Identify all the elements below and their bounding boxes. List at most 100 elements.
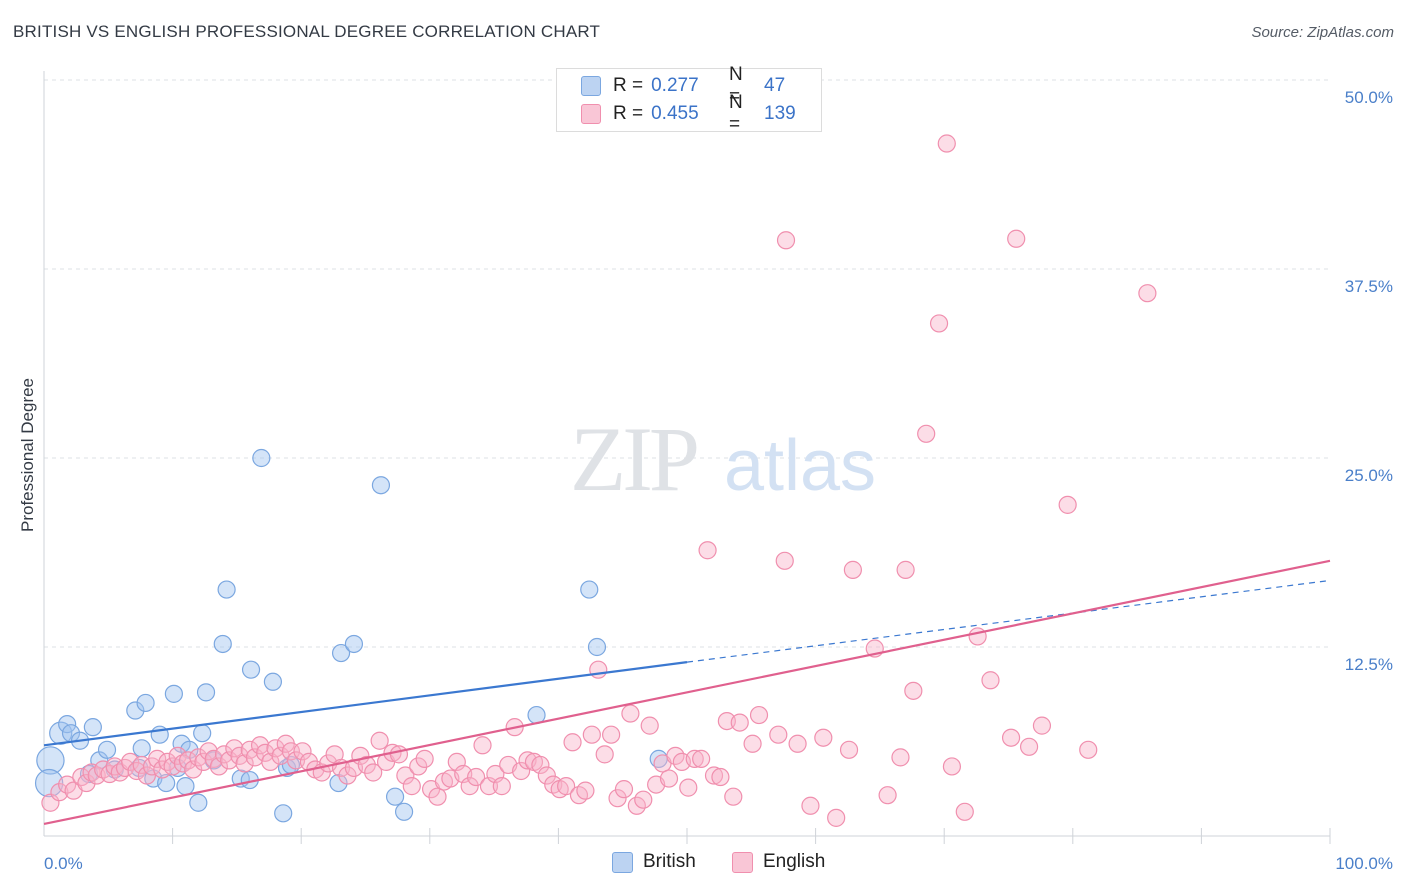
point-english: [178, 751, 198, 770]
point-british: [193, 724, 212, 743]
point-british: [213, 634, 232, 654]
axes: [43, 71, 1331, 844]
point-british: [274, 804, 293, 823]
point-english: [595, 745, 614, 764]
point-english: [929, 314, 949, 333]
point-english: [531, 755, 550, 775]
legend-swatch-british: [581, 76, 601, 96]
y-tick-label: 25.0%: [1345, 466, 1393, 485]
point-english: [685, 749, 704, 768]
point-english: [563, 733, 582, 752]
point-english: [878, 786, 897, 805]
point-english: [293, 742, 312, 761]
point-english: [256, 743, 275, 762]
point-english: [415, 749, 434, 768]
point-british: [164, 684, 183, 703]
point-english: [621, 704, 640, 723]
legend-r-label: R =: [613, 103, 644, 124]
point-english: [724, 787, 743, 806]
point-english: [460, 777, 479, 796]
point-english: [827, 808, 846, 827]
legend-r-value: 0.277: [651, 75, 699, 96]
point-english: [235, 754, 254, 773]
point-english: [692, 749, 711, 768]
series-swatch-english: [732, 851, 753, 873]
point-british: [394, 802, 414, 821]
point-english: [1007, 229, 1026, 248]
point-english: [749, 705, 769, 725]
point-english: [576, 781, 595, 800]
point-english: [589, 660, 608, 679]
point-english: [602, 725, 621, 744]
point-english: [614, 780, 634, 799]
y-tick-label: 12.5%: [1345, 655, 1393, 674]
point-english: [942, 757, 962, 776]
point-british: [241, 660, 261, 679]
point-english: [904, 681, 923, 700]
point-british: [252, 448, 271, 468]
series-swatch-british: [612, 851, 633, 873]
point-british: [97, 740, 117, 759]
point-english: [582, 725, 601, 744]
point-english: [704, 766, 724, 785]
point-english: [769, 725, 788, 744]
y-tick-labels: 50.0% 37.5% 25.0% 12.5%: [1345, 88, 1393, 674]
point-english: [209, 757, 228, 776]
legend-n-value: 47: [764, 75, 786, 96]
point-british: [58, 715, 77, 734]
point-british: [385, 787, 405, 806]
point-british: [36, 746, 65, 775]
point-english: [788, 734, 807, 753]
y-tick-label: 50.0%: [1345, 88, 1393, 107]
watermark-zip: ZIP: [570, 408, 697, 510]
point-english: [409, 757, 428, 776]
point-english: [557, 777, 576, 796]
series-legend-english[interactable]: English: [732, 851, 825, 873]
x-tick-labels: 0.0% 100.0%: [44, 854, 1393, 873]
point-english: [955, 802, 974, 821]
point-british: [217, 580, 236, 599]
y-tick-label: 37.5%: [1345, 277, 1393, 296]
point-english: [1138, 284, 1157, 303]
point-english: [220, 751, 239, 770]
point-english: [634, 790, 653, 809]
x-tick-label: 0.0%: [44, 854, 83, 873]
point-english: [937, 134, 956, 153]
point-british: [34, 768, 64, 798]
point-british: [176, 777, 195, 796]
point-english: [698, 541, 717, 560]
point-british: [189, 793, 208, 812]
point-english: [184, 760, 203, 779]
point-english: [814, 728, 833, 747]
point-english: [1032, 716, 1052, 735]
point-english: [537, 766, 556, 785]
point-english: [137, 766, 156, 785]
x-tick-label: 100.0%: [1335, 854, 1393, 873]
point-british: [331, 643, 351, 663]
point-english: [679, 778, 698, 797]
point-english: [396, 766, 415, 785]
point-english: [743, 734, 762, 753]
point-english: [839, 740, 859, 759]
point-british: [132, 739, 151, 758]
point-english: [492, 777, 511, 796]
point-english: [1079, 740, 1098, 759]
point-english: [357, 755, 376, 775]
point-english: [370, 731, 389, 750]
point-english: [402, 777, 421, 796]
point-english: [82, 763, 101, 782]
point-english: [730, 713, 749, 732]
point-english: [843, 560, 862, 579]
point-english: [917, 424, 936, 443]
series-legend: British English: [0, 851, 1406, 879]
legend-n-label: N =: [729, 64, 743, 107]
trend-line-british: [43, 661, 688, 747]
point-english: [1058, 495, 1077, 514]
point-english: [121, 752, 140, 772]
point-english: [1019, 737, 1039, 756]
point-british: [136, 693, 155, 713]
point-english: [608, 789, 627, 808]
series-legend-british[interactable]: British: [612, 851, 696, 873]
point-british: [83, 718, 102, 737]
point-english: [891, 748, 910, 767]
